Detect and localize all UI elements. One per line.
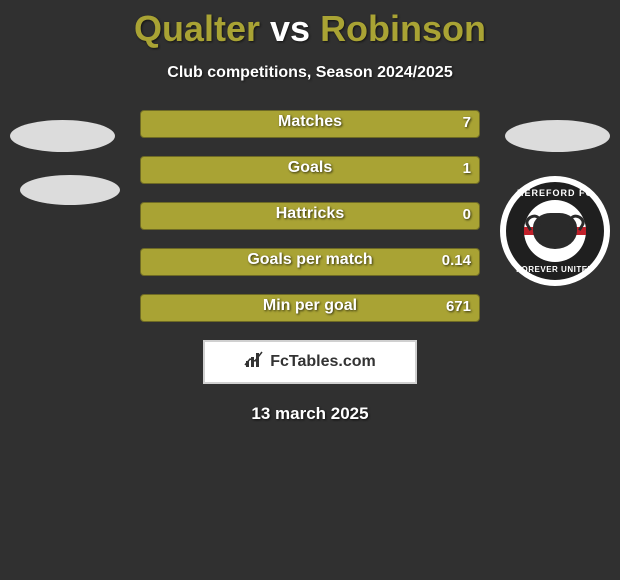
stat-label: Goals per match <box>141 251 479 269</box>
stat-value-right: 0.14 <box>442 252 471 269</box>
stat-row-hattricks: Hattricks 0 <box>140 202 480 230</box>
snapshot-date: 13 march 2025 <box>0 404 620 424</box>
stat-row-matches: Matches 7 <box>140 110 480 138</box>
season-subtitle: Club competitions, Season 2024/2025 <box>0 64 620 82</box>
stat-label: Goals <box>141 159 479 177</box>
stat-label: Matches <box>141 113 479 131</box>
vs-label: vs <box>270 8 310 49</box>
site-watermark: FcTables.com <box>203 340 417 384</box>
stat-row-gpm: Goals per match 0.14 <box>140 248 480 276</box>
player1-name: Qualter <box>134 8 260 49</box>
site-name: FcTables.com <box>270 353 376 371</box>
player2-name: Robinson <box>320 8 486 49</box>
chart-icon <box>244 351 264 374</box>
stat-label: Hattricks <box>141 205 479 223</box>
stat-value-right: 0 <box>463 206 471 223</box>
stat-row-goals: Goals 1 <box>140 156 480 184</box>
stat-value-right: 1 <box>463 160 471 177</box>
stats-container: Matches 7 Goals 1 Hattricks 0 Goals per … <box>0 110 620 322</box>
comparison-title: Qualter vs Robinson <box>0 0 620 50</box>
stat-label: Min per goal <box>141 297 479 315</box>
stat-value-right: 7 <box>463 114 471 131</box>
stat-row-mpg: Min per goal 671 <box>140 294 480 322</box>
stat-value-right: 671 <box>446 298 471 315</box>
